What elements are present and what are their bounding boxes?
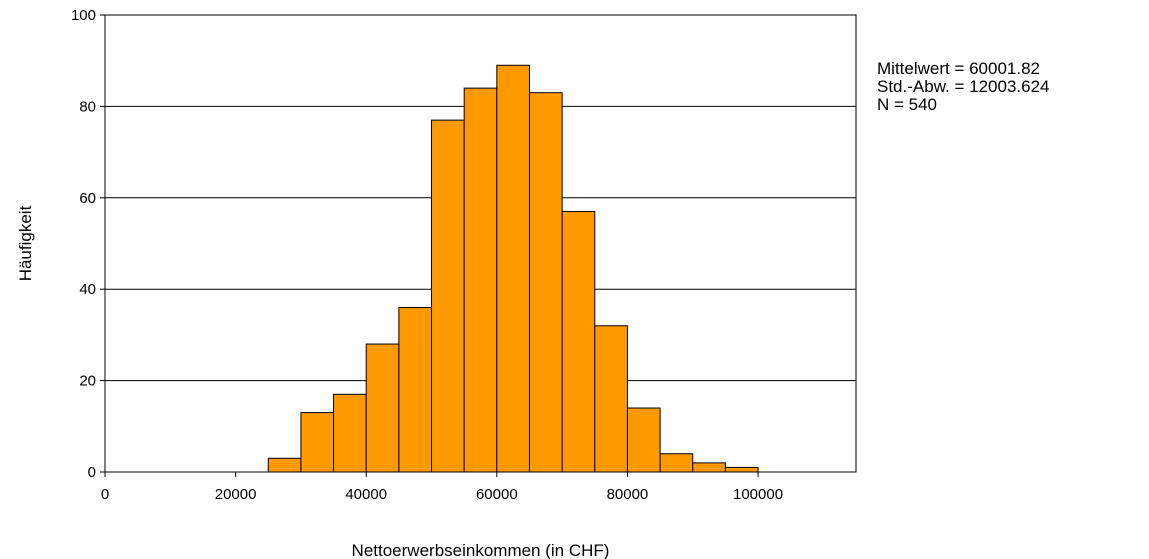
n-stat: N = 540 <box>877 95 938 114</box>
histogram-bars <box>267 64 759 473</box>
histogram-bar <box>692 462 726 473</box>
plot-frame <box>104 14 857 473</box>
x-tick-label: 100000 <box>733 486 783 503</box>
histogram-bar <box>431 119 465 473</box>
y-axis-label: Häufigkeit <box>16 205 35 281</box>
histogram-bar <box>724 466 759 473</box>
histogram-bar <box>267 457 302 473</box>
histogram-bar <box>659 453 694 473</box>
y-tick-label: 20 <box>79 373 96 390</box>
x-tick-label: 20000 <box>215 486 257 503</box>
histogram-bar <box>365 343 400 473</box>
y-tick-label: 40 <box>79 281 96 298</box>
y-tick-label: 100 <box>71 7 96 24</box>
y-tick-label: 80 <box>79 98 96 115</box>
histogram-bar <box>594 325 628 473</box>
histogram-bar <box>528 92 563 473</box>
x-axis-ticks: 0 20000 40000 60000 80000 100000 <box>101 472 783 503</box>
mean-stat: Mittelwert = 60001.82 <box>877 59 1041 78</box>
histogram-bar <box>561 211 596 473</box>
sd-stat: Std.-Abw. = 12003.624 <box>877 77 1050 96</box>
y-axis-ticks: 0 20 40 60 80 100 <box>71 7 105 481</box>
histogram-bar <box>463 87 498 473</box>
histogram-bar <box>333 393 367 473</box>
x-tick-label: 40000 <box>345 486 387 503</box>
statistics-box: Mittelwert = 60001.82 Std.-Abw. = 12003.… <box>877 60 1050 114</box>
histogram-bar <box>398 306 433 473</box>
x-tick-label: 0 <box>101 486 109 503</box>
y-tick-label: 60 <box>79 190 96 207</box>
x-tick-label: 80000 <box>607 486 649 503</box>
x-axis-label: Nettoerwerbseinkommen (in CHF) <box>352 541 610 559</box>
x-tick-label: 60000 <box>476 486 518 503</box>
histogram-bar <box>300 412 335 473</box>
y-tick-label: 0 <box>88 464 96 481</box>
histogram-bar <box>626 407 661 473</box>
histogram-bar <box>496 64 530 473</box>
